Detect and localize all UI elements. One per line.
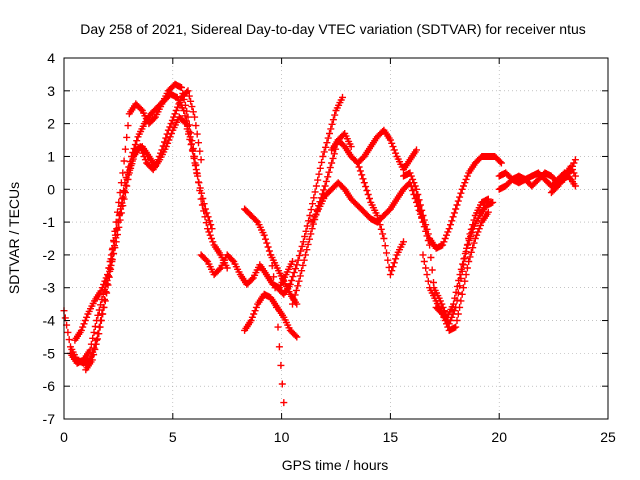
series-markers — [241, 290, 301, 341]
x-tick-label: 0 — [60, 429, 68, 445]
x-axis-label: GPS time / hours — [282, 457, 389, 473]
series-markers — [430, 198, 497, 321]
grid-lines — [64, 58, 608, 419]
y-axis-label: SDTVAR / TECUs — [6, 182, 22, 294]
y-tick-label: 1 — [47, 148, 55, 164]
series-markers — [308, 179, 427, 226]
x-tick-label: 10 — [274, 429, 290, 445]
y-tick-label: 2 — [47, 116, 55, 132]
data-series — [241, 290, 301, 341]
y-tick-label: -2 — [43, 247, 56, 263]
y-tick-label: 0 — [47, 181, 55, 197]
x-tick-label: 25 — [600, 429, 616, 445]
series-markers — [82, 90, 201, 374]
y-tick-label: 3 — [47, 83, 55, 99]
series-markers — [328, 126, 420, 174]
data-series — [400, 153, 505, 252]
y-tick-label: 4 — [47, 50, 55, 66]
data-series — [419, 208, 492, 334]
data-series — [328, 126, 420, 174]
plot-frame — [63, 57, 609, 420]
y-tick-label: -7 — [43, 411, 56, 427]
y-tick-label: -5 — [43, 345, 56, 361]
series-markers — [419, 208, 492, 334]
plot-area — [60, 80, 579, 407]
y-tick-label: -1 — [43, 214, 56, 230]
x-tick-label: 5 — [169, 429, 177, 445]
x-tick-label: 15 — [383, 429, 399, 445]
data-series — [354, 159, 407, 279]
series-markers — [241, 205, 288, 407]
chart-title: Day 258 of 2021, Sidereal Day-to-day VTE… — [80, 21, 586, 37]
series-markers — [354, 159, 407, 279]
x-tick-label: 20 — [491, 429, 507, 445]
data-series — [430, 198, 497, 321]
data-series — [308, 179, 427, 226]
axis-ticks: 0 5 10 15 20 25 -7 -6 -5 -4 -3 -2 -1 0 1 2 3 4 — [43, 50, 616, 445]
series-markers — [547, 162, 579, 197]
data-series — [82, 90, 201, 374]
y-tick-label: -4 — [43, 313, 56, 329]
data-series — [241, 205, 288, 407]
data-series — [547, 162, 579, 197]
y-tick-label: -6 — [43, 378, 56, 394]
data-series — [273, 93, 346, 298]
y-tick-label: -3 — [43, 280, 56, 296]
series-markers — [400, 153, 505, 252]
series-markers — [273, 93, 346, 298]
